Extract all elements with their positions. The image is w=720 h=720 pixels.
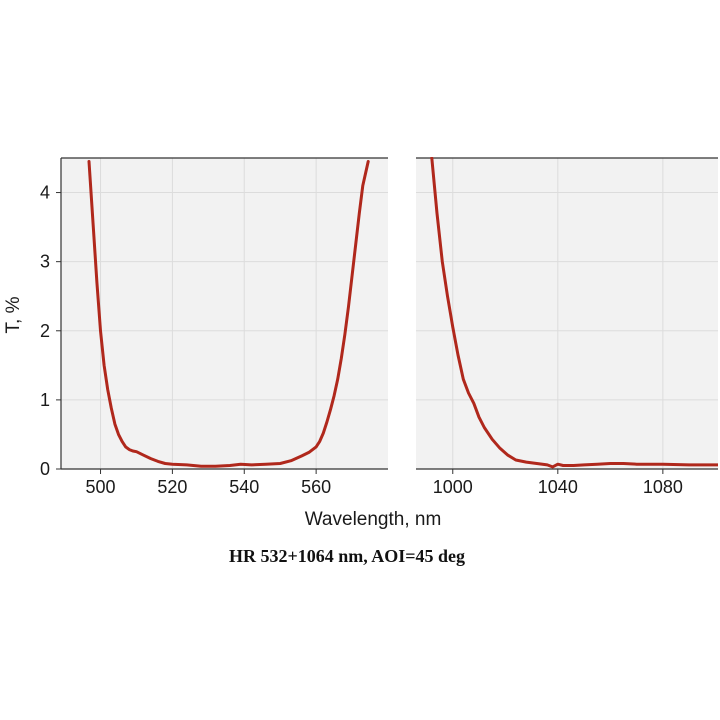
y-tick-label: 1 xyxy=(40,390,50,410)
x-axis-label: Wavelength, nm xyxy=(305,509,442,530)
x-tick-label: 1040 xyxy=(538,477,578,497)
y-axis-label: T, % xyxy=(3,296,24,333)
plot-area xyxy=(416,158,718,469)
panel-532nm: 500 520 540 560 xyxy=(60,157,388,497)
plot-area xyxy=(61,158,388,469)
x-tick-label: 500 xyxy=(86,477,116,497)
x-tick-label: 520 xyxy=(157,477,187,497)
y-tick-label: 4 xyxy=(40,183,50,203)
x-tick-label: 1000 xyxy=(433,477,473,497)
transmission-line-1064 xyxy=(430,157,718,469)
transmission-line-532 xyxy=(87,160,370,468)
x-tick-label: 1080 xyxy=(643,477,683,497)
y-axis: 0 1 2 3 4 xyxy=(40,183,61,479)
y-tick-label: 0 xyxy=(40,459,50,479)
chart-caption: HR 532+1064 nm, AOI=45 deg xyxy=(229,546,465,566)
x-tick-label: 540 xyxy=(229,477,259,497)
y-tick-label: 3 xyxy=(40,252,50,272)
panel-1064nm: 1000 1040 1080 xyxy=(416,157,718,497)
x-tick-label: 560 xyxy=(301,477,331,497)
y-tick-label: 2 xyxy=(40,321,50,341)
